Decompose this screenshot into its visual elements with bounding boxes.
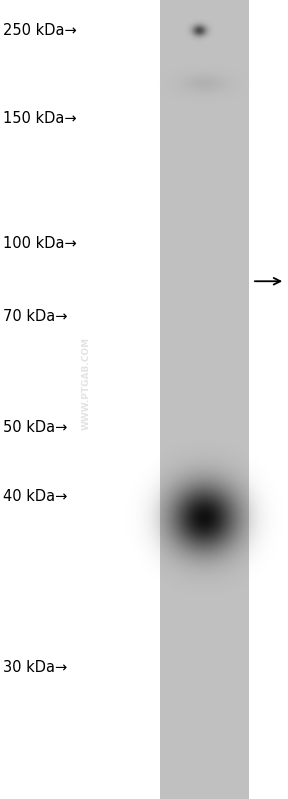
Bar [169,0,240,799]
Text: WWW.PTGAB.COM: WWW.PTGAB.COM [82,337,91,430]
Bar [164,0,245,799]
Bar [176,0,233,799]
Bar [174,0,235,799]
Text: 40 kDa→: 40 kDa→ [3,490,67,504]
Bar [161,0,248,799]
Text: 100 kDa→: 100 kDa→ [3,237,77,251]
Bar [172,0,237,799]
Bar [160,0,249,799]
Bar [171,0,238,799]
Text: 70 kDa→: 70 kDa→ [3,309,67,324]
Bar [177,0,232,799]
Bar [160,0,249,799]
Text: 50 kDa→: 50 kDa→ [3,420,67,435]
Text: 250 kDa→: 250 kDa→ [3,23,77,38]
Bar [170,0,239,799]
Bar [173,0,236,799]
Text: 150 kDa→: 150 kDa→ [3,111,77,125]
Bar [162,0,247,799]
Bar [162,0,247,799]
Bar [167,0,242,799]
Text: 30 kDa→: 30 kDa→ [3,661,67,675]
Bar [175,0,234,799]
Bar [165,0,244,799]
Bar [168,0,241,799]
Bar [170,0,238,799]
Bar [166,0,243,799]
Bar [163,0,246,799]
